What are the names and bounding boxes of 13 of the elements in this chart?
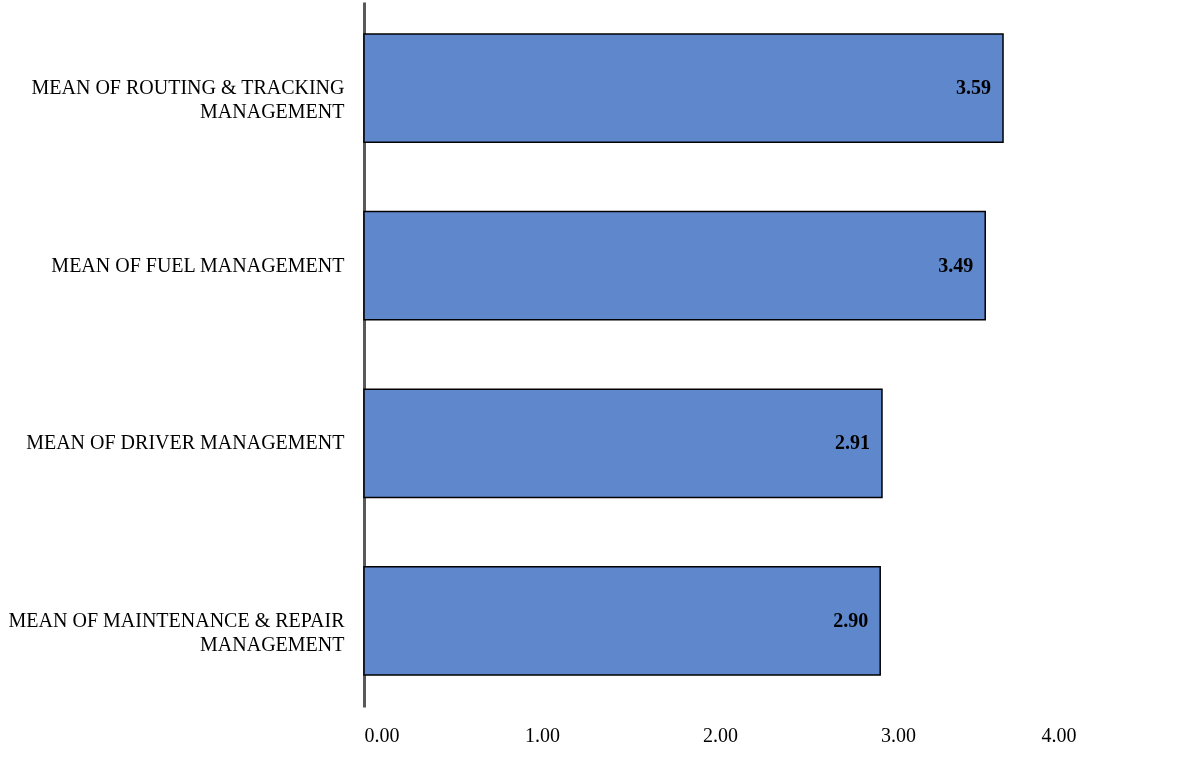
x-tick-label: 2.00 (703, 723, 738, 746)
y-tick-label: MEAN OF MAINTENANCE & REPAIR MANAGEMENT (8, 608, 346, 655)
data-label: 3.59 (956, 76, 992, 99)
y-tick-label: MEAN OF FUEL MANAGEMENT (51, 253, 345, 276)
y-tick-label: MEAN OF DRIVER MANAGEMENT (26, 431, 345, 454)
x-tick-label: 1.00 (525, 723, 560, 746)
y-tick-label: MEAN OF ROUTING & TRACKING MANAGEMENT (31, 76, 345, 123)
data-label: 2.91 (834, 431, 870, 454)
x-tick-label: 3.00 (881, 723, 916, 746)
x-tick-label: 4.00 (1041, 723, 1077, 746)
data-label: 3.49 (938, 253, 974, 276)
data-label: 2.90 (833, 608, 869, 631)
x-tick-label: 0.00 (364, 723, 400, 746)
